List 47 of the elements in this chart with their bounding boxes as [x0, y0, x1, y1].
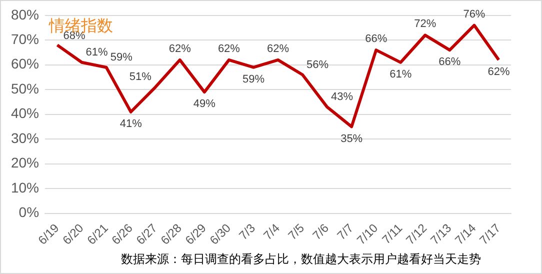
data-label: 41%: [120, 118, 142, 130]
x-tick-label: 6/28: [158, 220, 185, 248]
data-label: 61%: [390, 68, 412, 80]
data-label: 62%: [488, 66, 510, 78]
y-tick-label: 30%: [10, 130, 40, 146]
data-label: 56%: [306, 58, 329, 71]
x-tick-label: 7/11: [379, 220, 406, 247]
y-tick-label: 80%: [10, 6, 40, 22]
x-tick-label: 6/29: [182, 220, 210, 248]
x-tick-label: 7/5: [285, 220, 308, 243]
y-tick-label: 60%: [10, 56, 40, 72]
x-tick-label: 7/4: [260, 220, 283, 243]
x-tick-label: 7/10: [354, 220, 381, 248]
data-label: 72%: [414, 18, 436, 30]
x-tick-label: 7/17: [476, 220, 504, 248]
x-tick-label: 6/21: [84, 220, 112, 248]
x-tick-label: 7/13: [428, 220, 454, 248]
data-label: 62%: [266, 42, 290, 55]
data-label: 35%: [340, 132, 363, 145]
data-label: 66%: [438, 56, 461, 68]
data-label: 51%: [129, 71, 152, 84]
y-tick-label: 0%: [18, 204, 40, 220]
data-label: 62%: [218, 42, 240, 55]
data-label: 61%: [86, 46, 108, 58]
x-tick-label: 6/26: [108, 220, 136, 248]
source-note: 数据来源：每日调查的看多占比，数值越大表示用户越看好当天走势: [120, 251, 482, 267]
y-tick-label: 40%: [10, 105, 40, 122]
x-tick-label: 7/7: [334, 220, 356, 243]
y-tick-label: 70%: [10, 30, 40, 47]
data-label: 43%: [331, 90, 354, 103]
y-tick-label: 10%: [10, 179, 40, 196]
y-tick-label: 50%: [10, 80, 40, 96]
x-tick-label: 6/20: [60, 220, 86, 248]
x-tick-label: 7/6: [310, 220, 332, 243]
data-label: 62%: [168, 42, 192, 55]
x-tick-label: 6/30: [207, 220, 234, 248]
data-label: 49%: [193, 98, 216, 110]
data-label: 68%: [63, 30, 86, 42]
x-tick-label: 7/12: [403, 220, 430, 248]
data-label: 76%: [463, 8, 486, 20]
x-tick-label: 7/3: [236, 220, 258, 243]
x-tick-label: 6/19: [35, 220, 62, 248]
x-tick-label: 7/14: [452, 220, 479, 248]
data-label: 66%: [365, 33, 388, 46]
y-tick-label: 20%: [10, 154, 40, 171]
data-label: 59%: [110, 51, 133, 64]
data-label: 59%: [242, 73, 265, 86]
